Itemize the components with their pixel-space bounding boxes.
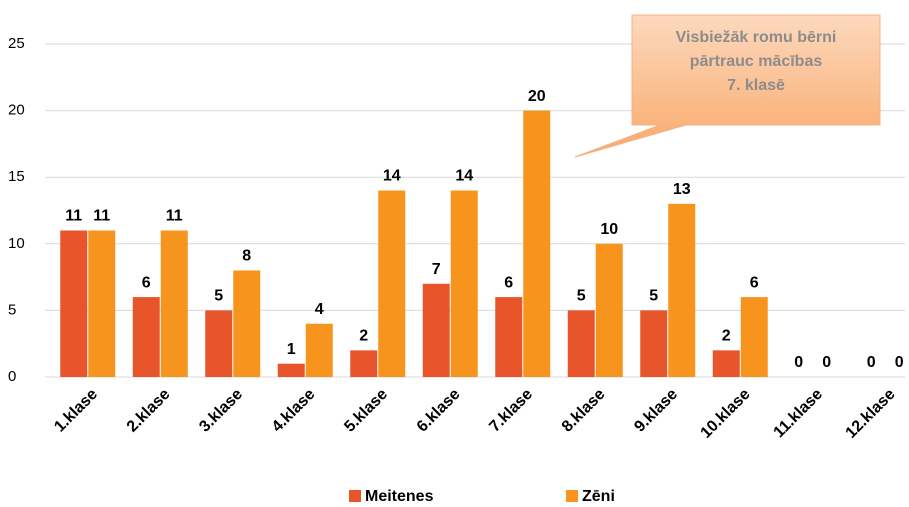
bar xyxy=(523,110,551,377)
annotation-line: pārtrauc mācības xyxy=(690,53,823,70)
y-tick-label: 20 xyxy=(8,102,25,119)
data-label: 20 xyxy=(528,88,546,105)
data-label: 11 xyxy=(166,208,183,225)
x-tick-label: 8.klase xyxy=(559,386,609,436)
data-label: 2 xyxy=(722,328,731,345)
x-tick-label: 11.klase xyxy=(771,386,827,442)
legend-label: Meitenes xyxy=(365,488,434,505)
bar xyxy=(450,190,478,377)
data-label: 7 xyxy=(432,261,441,278)
bar xyxy=(495,297,523,377)
data-label: 0 xyxy=(794,354,803,371)
data-label: 14 xyxy=(455,168,473,185)
x-tick-label: 5.klase xyxy=(341,386,391,436)
bar xyxy=(595,243,623,377)
x-tick-label: 6.klase xyxy=(414,386,464,436)
data-label: 6 xyxy=(750,274,759,291)
y-tick-label: 25 xyxy=(8,35,25,52)
x-tick-label: 1.klase xyxy=(51,386,101,436)
callout xyxy=(574,14,881,158)
data-label: 0 xyxy=(822,354,831,371)
bar xyxy=(205,310,233,377)
y-tick-label: 5 xyxy=(8,301,16,318)
bar xyxy=(60,230,88,377)
data-label: 0 xyxy=(867,354,876,371)
data-label: 13 xyxy=(673,181,691,198)
bar xyxy=(712,350,740,377)
data-label: 11 xyxy=(93,208,110,225)
data-label: 10 xyxy=(600,221,618,238)
data-label: 5 xyxy=(649,288,658,305)
data-label: 6 xyxy=(504,274,513,291)
bar xyxy=(88,230,116,377)
bar xyxy=(422,283,450,377)
data-label: 14 xyxy=(383,168,401,185)
bar xyxy=(132,297,160,377)
bar xyxy=(233,270,261,377)
bar xyxy=(740,297,768,377)
data-label: 5 xyxy=(577,288,586,305)
data-label: 5 xyxy=(214,288,223,305)
y-tick-label: 10 xyxy=(8,235,25,252)
legend-label: Zēni xyxy=(582,488,615,505)
data-label: 2 xyxy=(359,328,368,345)
data-label: 0 xyxy=(895,354,904,371)
data-label: 8 xyxy=(242,248,251,265)
bar xyxy=(378,190,406,377)
x-tick-label: 3.klase xyxy=(196,386,246,436)
x-tick-label: 2.klase xyxy=(124,386,174,436)
x-tick-label: 4.klase xyxy=(269,386,319,436)
bar xyxy=(160,230,188,377)
x-tick-label: 10.klase xyxy=(698,386,754,442)
x-tick-label: 7.klase xyxy=(486,386,536,436)
bar xyxy=(640,310,668,377)
bar xyxy=(350,350,378,377)
annotation-line: Visbiežāk romu bērni xyxy=(676,29,837,46)
bar xyxy=(567,310,595,377)
data-label: 6 xyxy=(142,274,151,291)
annotation-line: 7. klasē xyxy=(727,77,785,94)
legend-swatch xyxy=(349,490,361,502)
bar xyxy=(305,323,333,377)
data-label: 1 xyxy=(287,341,296,358)
legend-swatch xyxy=(566,490,578,502)
y-tick-label: 15 xyxy=(8,168,25,185)
x-tick-label: 12.klase xyxy=(843,386,899,442)
bar xyxy=(277,363,305,377)
x-tick-label: 9.klase xyxy=(631,386,681,436)
y-tick-label: 0 xyxy=(8,368,16,385)
data-label: 4 xyxy=(315,301,324,318)
data-label: 11 xyxy=(65,208,82,225)
bar xyxy=(668,203,696,377)
